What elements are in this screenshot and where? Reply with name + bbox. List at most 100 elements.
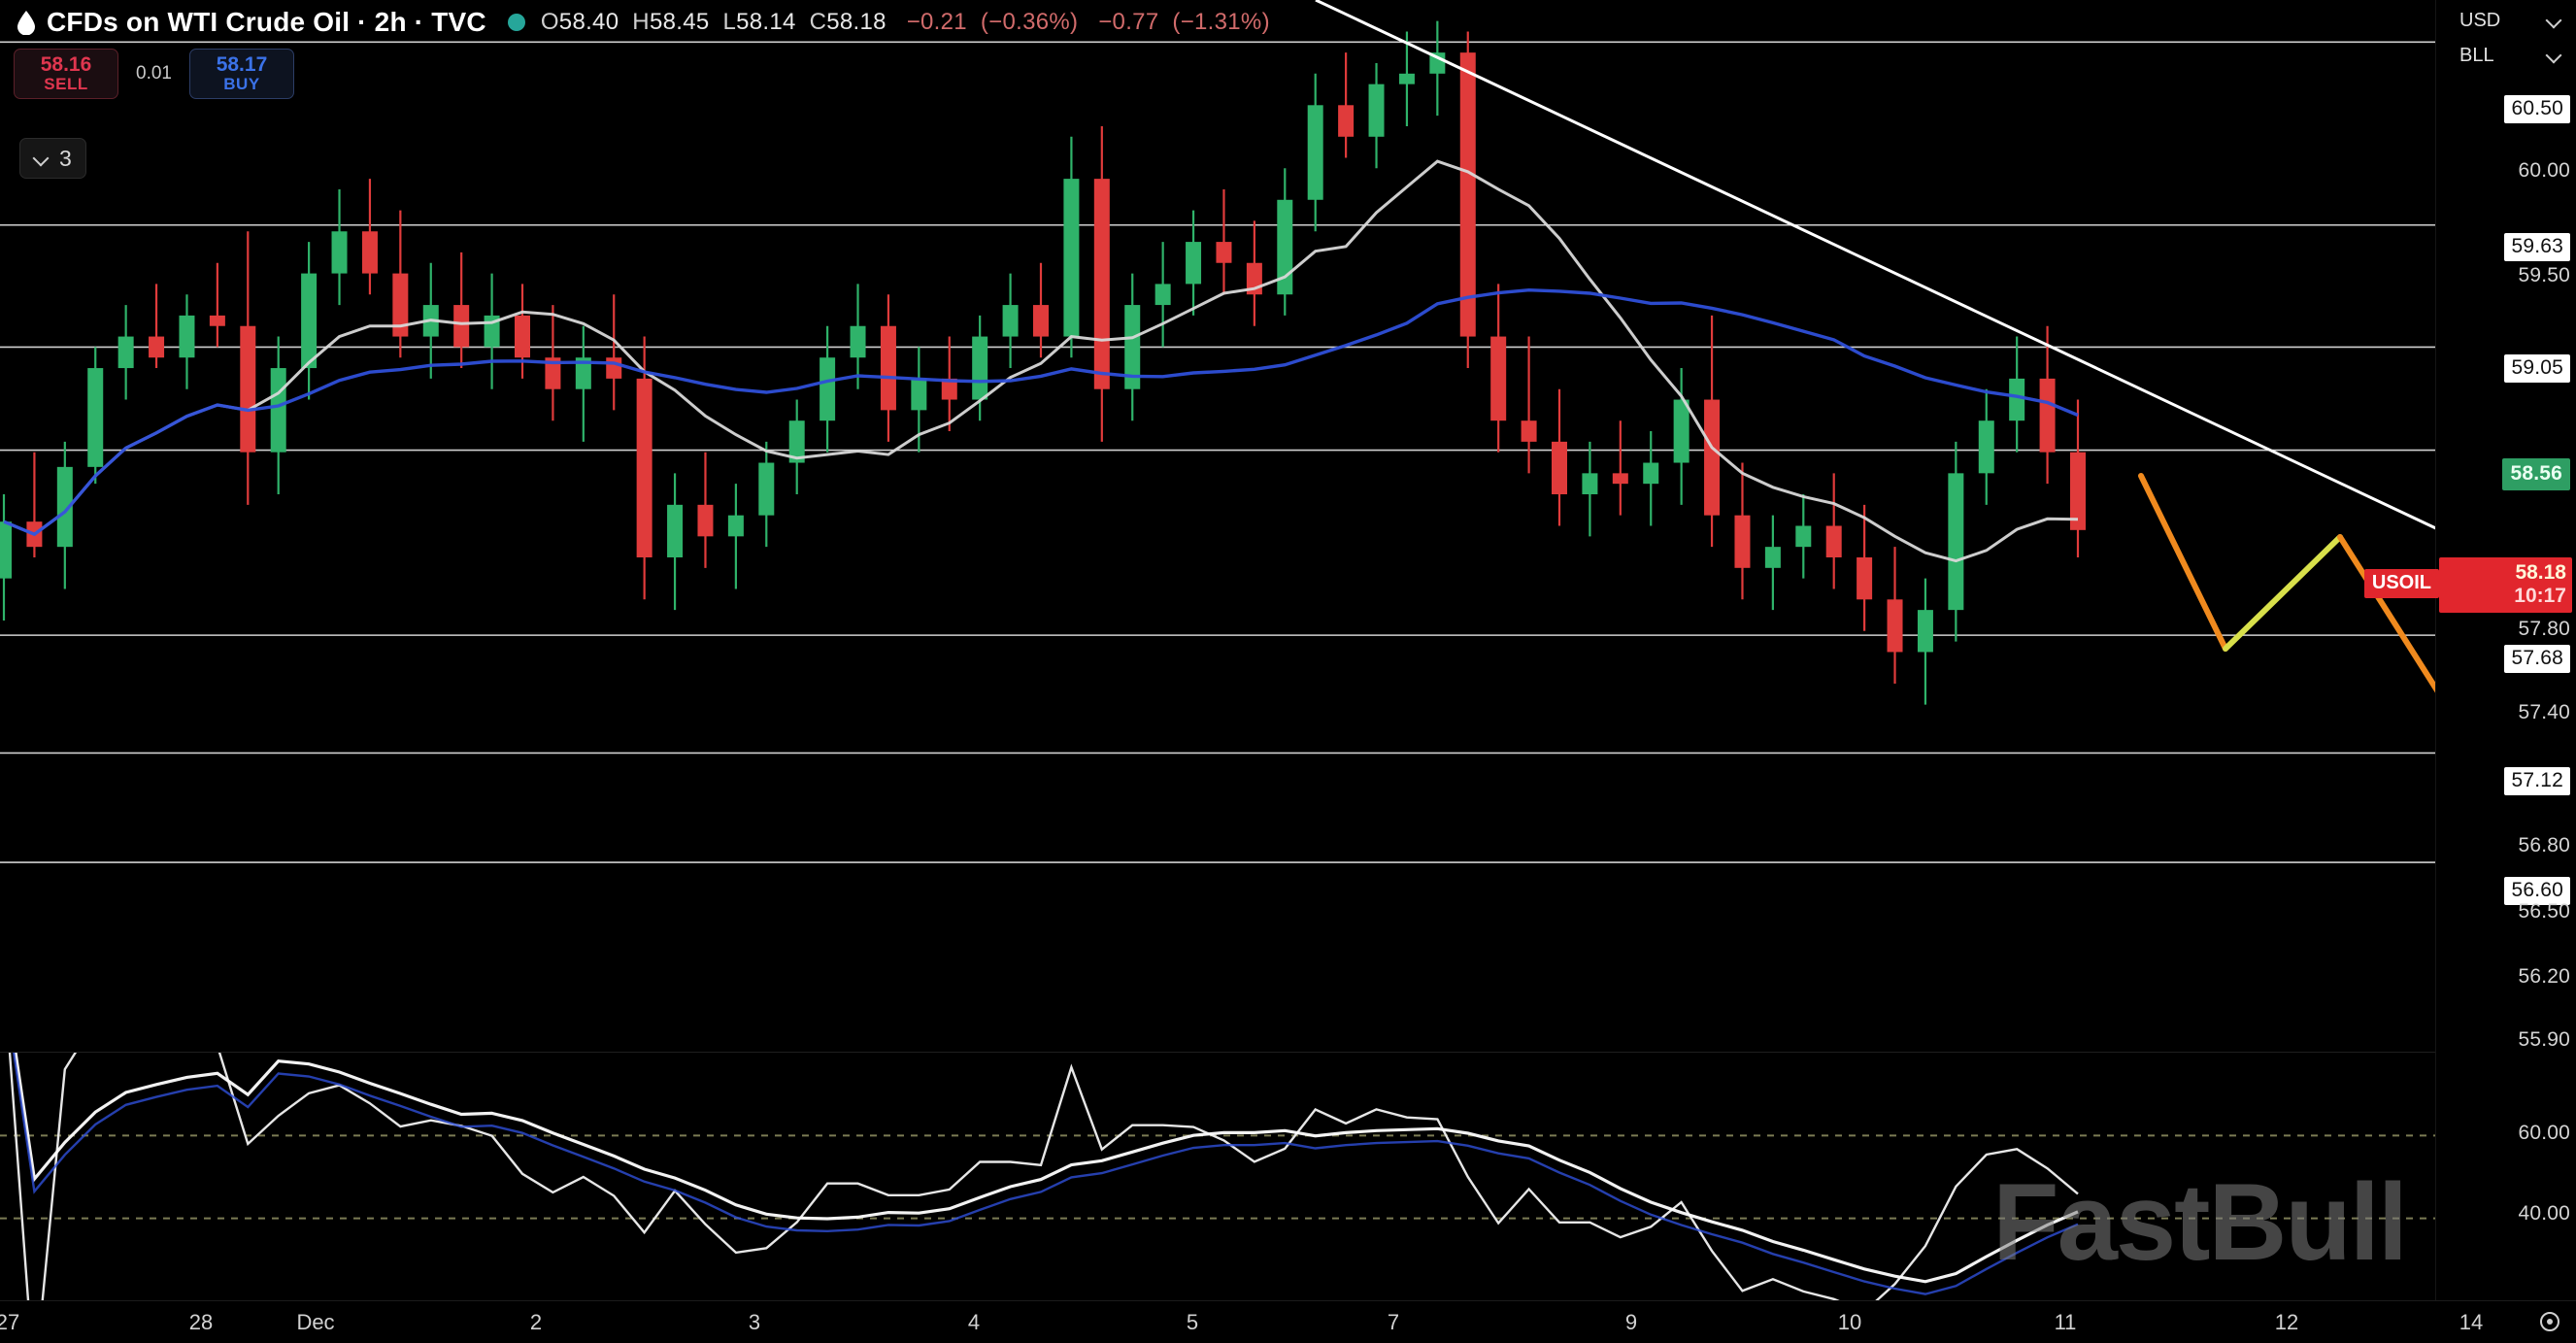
candle-body <box>1033 305 1049 337</box>
buy-price: 58.17 <box>216 53 268 77</box>
candle-body <box>1582 473 1598 495</box>
candle-body <box>1948 473 1964 611</box>
indicator-scale-label: 60.00 <box>2518 1122 2570 1145</box>
candle-body <box>270 368 286 453</box>
price-scale-label: 59.63 <box>2504 232 2570 261</box>
price-scale-label: 57.12 <box>2504 766 2570 795</box>
chevron-down-icon[interactable] <box>2547 48 2562 63</box>
currency-selector-bll[interactable]: BLL <box>2456 39 2570 72</box>
candle-body <box>1521 420 1537 442</box>
candle-body <box>1216 242 1232 263</box>
current-price-value: 58.18 <box>2515 561 2566 584</box>
candle-body <box>911 378 927 411</box>
change-absolute-2: −0.77 <box>1098 9 1159 35</box>
time-axis[interactable]: 27 28 Dec 2 3 4 5 7 9 10 11 12 14 <box>0 1300 2576 1343</box>
price-scale-label: 60.00 <box>2518 158 2570 182</box>
change-absolute: −0.21 <box>906 9 967 35</box>
chart-header: CFDs on WTI Crude Oil · 2h · TVC O58.40 … <box>0 0 1270 45</box>
candle-body <box>545 357 561 389</box>
green-status-dot <box>507 14 525 31</box>
sell-label: SELL <box>44 75 88 94</box>
moving-average-slow <box>3 287 2079 537</box>
price-scale[interactable]: USD BLL 60.50 60.00 59.63 59.50 59.05 58.56 57.… <box>2363 0 2576 1343</box>
moving-average-fast <box>3 159 2079 563</box>
candle-body <box>392 273 409 337</box>
price-chart-area[interactable] <box>0 0 2435 1052</box>
candle-body <box>1124 305 1141 389</box>
candle-body <box>1154 284 1171 306</box>
candle-body <box>636 378 652 557</box>
projection-segment <box>2138 473 2228 652</box>
candle-body <box>1398 73 1415 84</box>
candle-body <box>1277 199 1293 295</box>
candle-body <box>850 325 866 358</box>
candle-body <box>1857 556 1873 600</box>
indicator-legend-pill[interactable]: 3 <box>19 138 86 179</box>
target-gear-icon[interactable] <box>2537 1309 2562 1334</box>
price-scale-label: 59.05 <box>2504 354 2570 383</box>
trade-widget: 58.16 SELL 0.01 58.17 BUY <box>14 49 294 99</box>
chevron-down-icon[interactable] <box>2547 13 2562 28</box>
time-axis-tick: Dec <box>296 1310 335 1334</box>
price-scale-label: 57.40 <box>2518 701 2570 724</box>
close-label: C <box>809 9 827 35</box>
candle-body <box>1368 84 1385 137</box>
price-scale-label: 56.50 <box>2518 899 2570 923</box>
price-scale-label: 60.50 <box>2504 94 2570 123</box>
sell-button[interactable]: 58.16 SELL <box>14 49 118 99</box>
oscillator-subpanel[interactable] <box>0 1052 2435 1301</box>
time-axis-tick: 2 <box>529 1310 543 1334</box>
candle-body <box>1978 420 1994 474</box>
time-axis-tick: 10 <box>1837 1310 1862 1334</box>
candle-body <box>331 231 348 274</box>
candle-body <box>667 504 684 557</box>
price-scale-label: 59.50 <box>2518 263 2570 286</box>
candle-body <box>880 325 896 411</box>
price-scale-label: 57.68 <box>2504 645 2570 674</box>
candle-body <box>1887 599 1903 653</box>
candle-body <box>1673 399 1689 463</box>
symbol-title[interactable]: CFDs on WTI Crude Oil · 2h · TVC <box>47 7 486 37</box>
currency-selector-usd[interactable]: USD <box>2456 4 2570 37</box>
buy-label: BUY <box>223 75 260 94</box>
candle-body <box>56 466 73 548</box>
candle-body <box>515 315 530 358</box>
time-axis-tick: 4 <box>967 1310 981 1334</box>
indicator-scale-label: 40.00 <box>2518 1202 2570 1225</box>
bar-countdown: 10:17 <box>2514 585 2566 607</box>
time-axis-tick: 12 <box>2274 1310 2299 1334</box>
open-value: 58.40 <box>558 9 619 35</box>
candle-body <box>1917 610 1933 653</box>
candle-body <box>1764 547 1781 568</box>
candle-body <box>972 336 988 400</box>
candle-body <box>1643 462 1659 485</box>
time-axis-tick: 7 <box>1387 1310 1400 1334</box>
candle-body <box>788 420 805 463</box>
candle-body <box>240 325 256 453</box>
quantity-value[interactable]: 0.01 <box>136 63 172 84</box>
candle-body <box>1612 473 1628 485</box>
candle-body <box>1795 525 1812 548</box>
price-scale-label: 55.90 <box>2518 1027 2570 1051</box>
low-value: 58.14 <box>736 9 796 35</box>
candle-body <box>575 357 591 389</box>
chevron-down-icon[interactable] <box>34 151 50 166</box>
currency-value: USD <box>2459 9 2501 31</box>
candle-body <box>1459 52 1476 337</box>
oscillator-secondary-line <box>12 1053 2079 1295</box>
symbol-price-tag: USOIL <box>2363 569 2439 598</box>
candle-body <box>606 357 622 379</box>
fastbull-watermark: FastBull <box>1992 1161 2408 1283</box>
candlestick-plot <box>0 0 2435 863</box>
candle-body <box>1552 441 1567 495</box>
candle-body <box>209 315 225 326</box>
time-axis-tick: 28 <box>188 1310 214 1334</box>
oil-drop-icon <box>14 10 39 35</box>
oscillator-line <box>8 1053 2079 1301</box>
candle-body <box>87 368 104 467</box>
oscillator-signal-line <box>14 1053 2079 1284</box>
currency-value: BLL <box>2459 44 2494 66</box>
buy-button[interactable]: 58.17 BUY <box>188 49 294 99</box>
projection-segment <box>2223 534 2343 652</box>
